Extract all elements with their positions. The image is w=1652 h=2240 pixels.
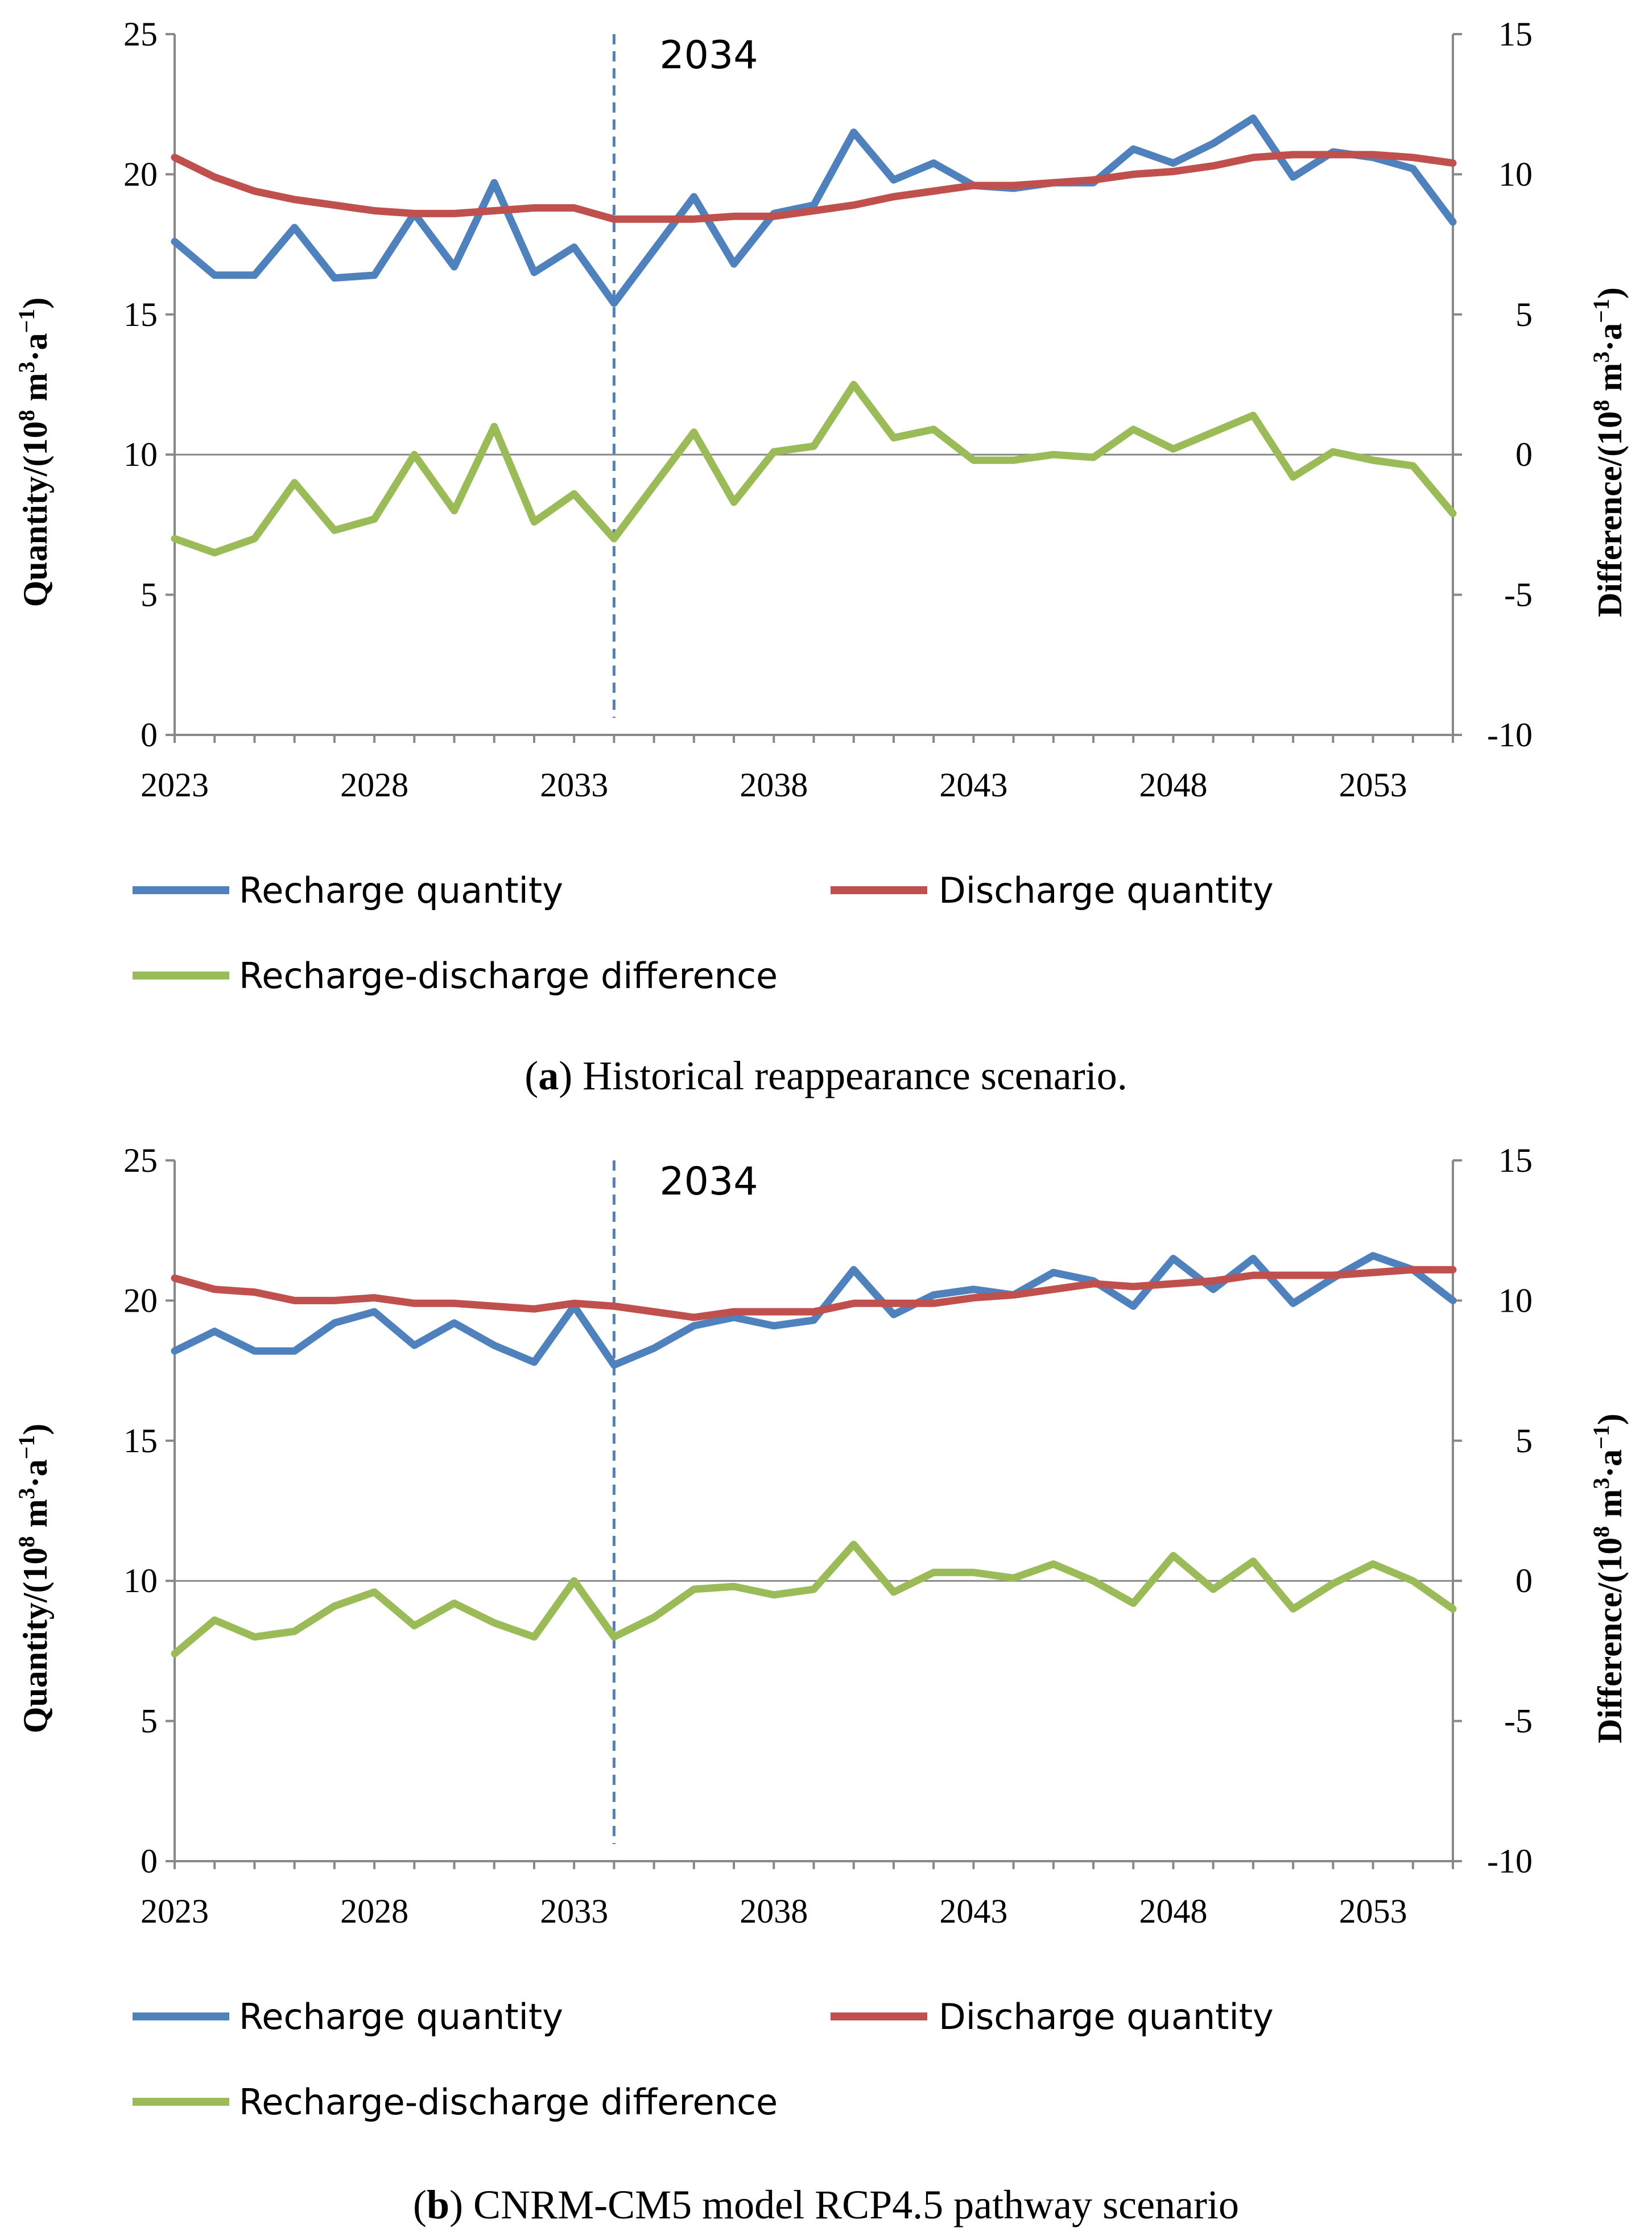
panel-b-left-axis-title: Quantity/(108 m3·a−1) — [14, 1424, 55, 1733]
panel-a-x-tick-label: 2053 — [1339, 766, 1407, 804]
panel-b-right-tick-label: -10 — [1487, 1842, 1533, 1880]
panel-b-left-tick-label: 0 — [141, 1842, 158, 1880]
panel-b-x-tick-label: 2033 — [540, 1892, 608, 1930]
panel-b-left-tick-label: 20 — [123, 1282, 158, 1319]
panel-a-right-tick-label: -10 — [1487, 716, 1533, 754]
panel-a-right-tick-label: -5 — [1504, 576, 1533, 614]
panel-a-series-recharge-quantity — [171, 114, 1457, 307]
panel-a-plot: 0 5 10 15 20 25 -10 -5 0 5 10 15 2023 2028 2033 2038 204… — [123, 15, 1533, 804]
panel-a-right-tick-label: 5 — [1515, 296, 1533, 333]
panel-b-right-tick-label: 10 — [1498, 1282, 1533, 1319]
panel-a-x-tick-label: 2043 — [939, 766, 1007, 804]
panel-a-x-tick-label: 2033 — [540, 766, 608, 804]
panel-b-caption-letter: b — [427, 2182, 449, 2227]
panel-a-caption: (a) Historical reappearance scenario. — [524, 1053, 1127, 1098]
panel-b-left-tick-label: 5 — [141, 1702, 158, 1740]
panel-a-x-tick-label: 2038 — [740, 766, 808, 804]
panel-a: 0 5 10 15 20 25 -10 -5 0 5 10 15 2023 2028 2033 2038 204… — [14, 15, 1629, 1098]
panel-b-series-recharge-discharge-difference — [171, 1540, 1457, 1658]
panel-a-left-tick-label: 10 — [123, 436, 158, 473]
panel-b-right-tick-label: 5 — [1515, 1422, 1533, 1460]
panel-a-legend-discharge: Discharge quantity — [939, 870, 1274, 911]
panel-b-right-axis-title: Difference/(108 m3·a−1) — [1588, 1414, 1629, 1743]
panel-b-series-recharge-quantity — [171, 1252, 1457, 1369]
panel-a-right-tick-label: 0 — [1515, 436, 1533, 473]
panel-b-legend-difference: Recharge-discharge difference — [239, 2081, 778, 2123]
panel-b-right-tick-label: -5 — [1504, 1702, 1533, 1740]
panel-b-plot: 0 5 10 15 20 25 -10 -5 0 5 10 15 2023 2028 2033 2038 204… — [123, 1142, 1533, 1930]
panel-b-right-tick-label: 15 — [1498, 1142, 1533, 1179]
panel-a-x-tick-label: 2048 — [1139, 766, 1207, 804]
panel-a-right-tick-label: 15 — [1498, 15, 1533, 53]
panel-b-legend-recharge: Recharge quantity — [239, 1996, 563, 2038]
panel-b-caption: (b) CNRM-CM5 model RCP4.5 pathway scenar… — [413, 2182, 1239, 2227]
panel-a-left-tick-label: 0 — [141, 716, 158, 754]
panel-b-caption-text: CNRM-CM5 model RCP4.5 pathway scenario — [463, 2182, 1239, 2227]
panel-a-x-tick-label: 2028 — [340, 766, 408, 804]
panel-b-x-tick-label: 2038 — [740, 1892, 808, 1930]
panel-a-legend-difference: Recharge-discharge difference — [239, 955, 778, 997]
panel-b-x-tick-label: 2048 — [1139, 1892, 1207, 1930]
panel-a-series-recharge-discharge-difference — [171, 381, 1457, 557]
panel-b: 0 5 10 15 20 25 -10 -5 0 5 10 15 2023 2028 2033 2038 204… — [14, 1142, 1629, 2227]
panel-a-x-tick-label: 2023 — [141, 766, 209, 804]
panel-b-x-tick-label: 2023 — [141, 1892, 209, 1930]
panel-a-right-tick-label: 10 — [1498, 155, 1533, 193]
panel-b-x-tick-label: 2028 — [340, 1892, 408, 1930]
panel-b-legend-discharge: Discharge quantity — [939, 1996, 1274, 2038]
panel-a-caption-text: Historical reappearance scenario. — [572, 1053, 1127, 1098]
panel-b-x-tick-label: 2053 — [1339, 1892, 1407, 1930]
panel-b-left-tick-label: 10 — [123, 1562, 158, 1600]
panel-b-series-discharge-quantity — [171, 1266, 1457, 1321]
panel-a-left-tick-label: 15 — [123, 296, 158, 333]
panel-a-right-axis-title: Difference/(108 m3·a−1) — [1588, 287, 1629, 617]
panel-a-left-tick-label: 25 — [123, 15, 158, 53]
panel-a-left-tick-label: 20 — [123, 155, 158, 193]
panel-a-legend-recharge: Recharge quantity — [239, 870, 563, 911]
panel-b-left-tick-label: 25 — [123, 1142, 158, 1179]
panel-a-left-tick-label: 5 — [141, 576, 158, 614]
panel-a-series-discharge-quantity — [171, 151, 1457, 223]
panel-a-marker-label: 2034 — [659, 33, 758, 78]
panel-b-right-tick-label: 0 — [1515, 1562, 1533, 1600]
panel-b-left-tick-label: 15 — [123, 1422, 158, 1460]
panel-b-x-tick-label: 2043 — [939, 1892, 1007, 1930]
panel-a-caption-letter: a — [538, 1053, 559, 1098]
panel-a-left-axis-title: Quantity/(108 m3·a−1) — [14, 297, 55, 607]
panel-b-marker-label: 2034 — [659, 1159, 758, 1204]
